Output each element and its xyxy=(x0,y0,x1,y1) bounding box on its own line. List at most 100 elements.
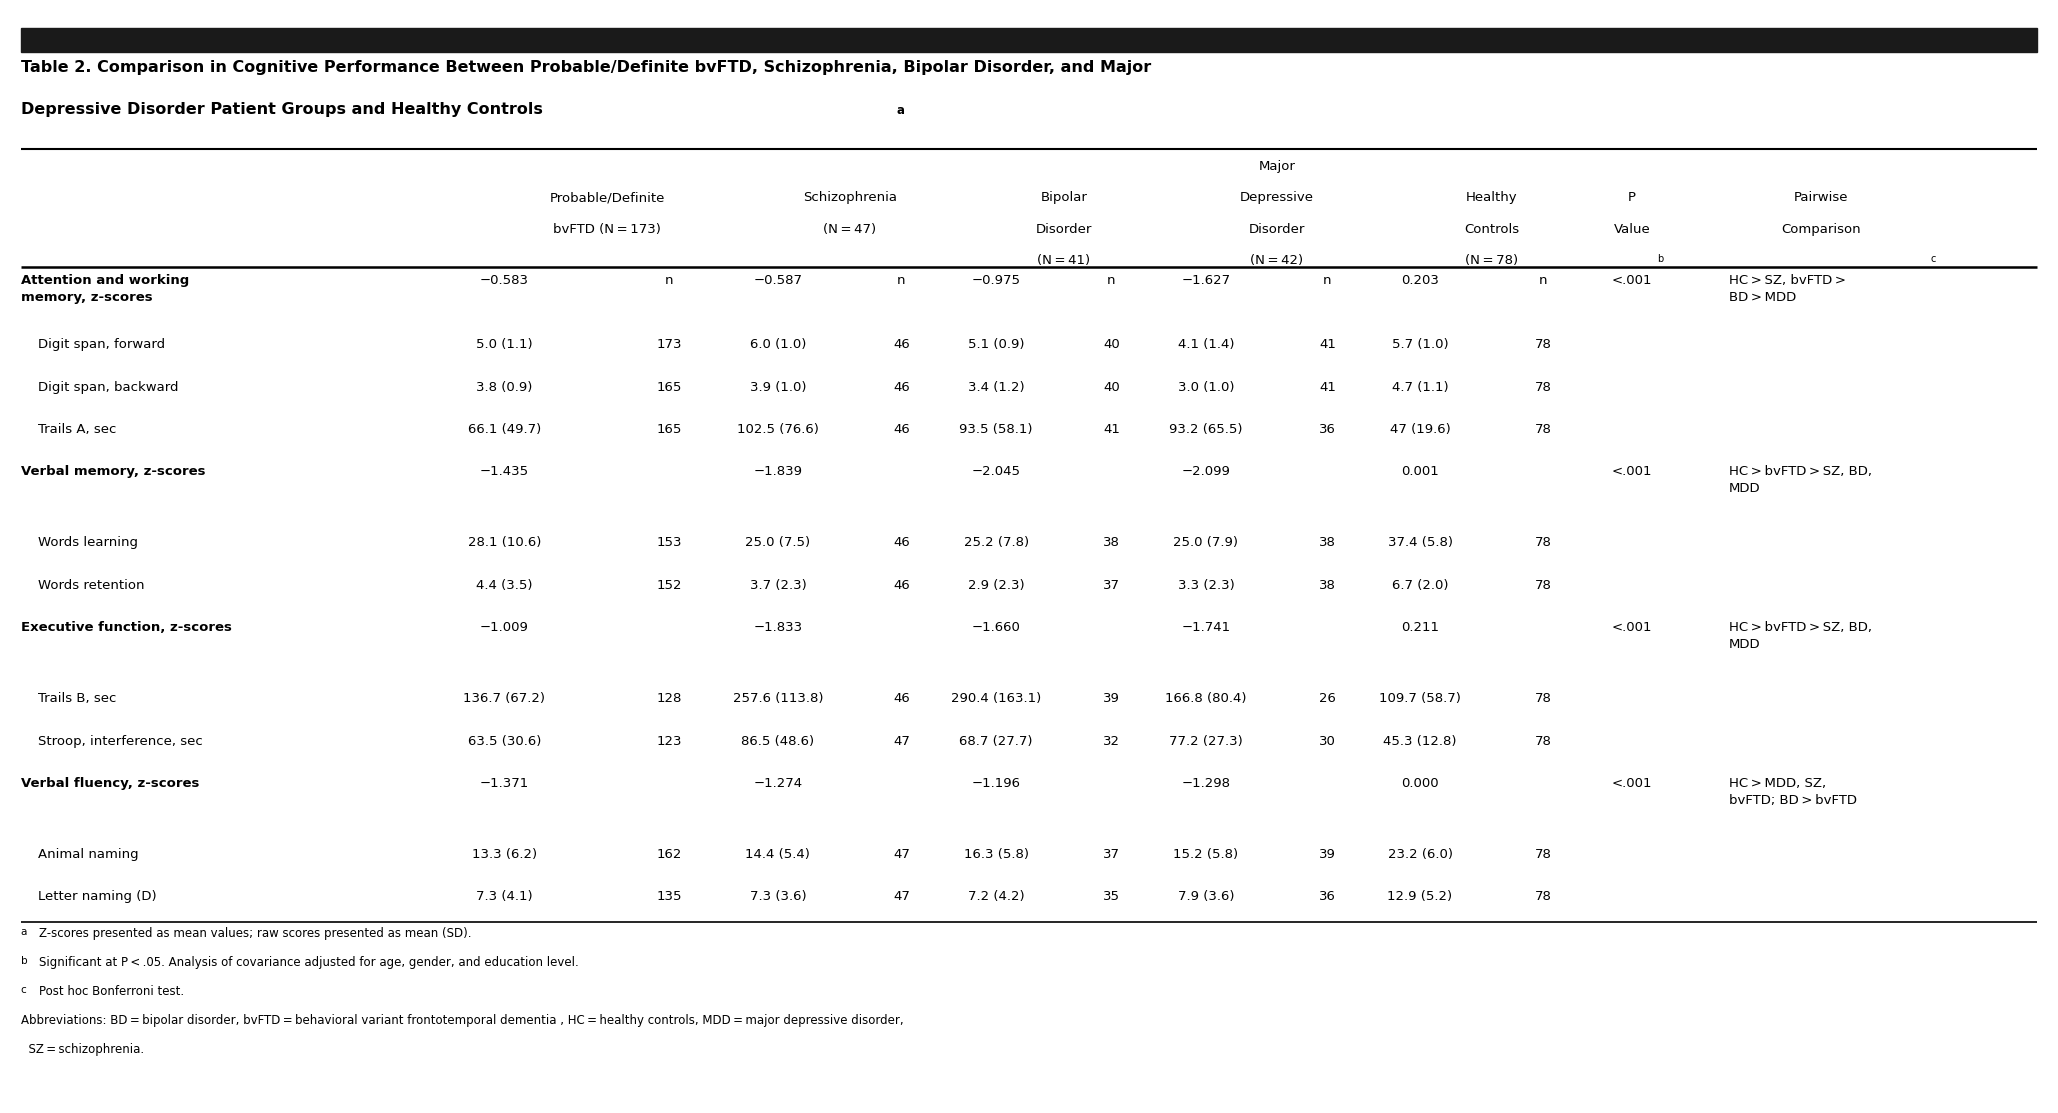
Text: 109.7 (58.7): 109.7 (58.7) xyxy=(1379,692,1461,706)
Text: 4.4 (3.5): 4.4 (3.5) xyxy=(475,579,533,592)
Text: SZ = schizophrenia.: SZ = schizophrenia. xyxy=(21,1043,144,1056)
Text: P: P xyxy=(1628,191,1636,205)
Text: 78: 78 xyxy=(1535,536,1552,550)
Text: 25.0 (7.9): 25.0 (7.9) xyxy=(1173,536,1239,550)
Text: −1.660: −1.660 xyxy=(971,621,1021,634)
Text: 14.4 (5.4): 14.4 (5.4) xyxy=(745,848,811,861)
Text: 13.3 (6.2): 13.3 (6.2) xyxy=(471,848,537,861)
Text: 5.1 (0.9): 5.1 (0.9) xyxy=(967,338,1025,352)
Text: Verbal memory, z-scores: Verbal memory, z-scores xyxy=(21,465,206,479)
Text: Verbal fluency, z-scores: Verbal fluency, z-scores xyxy=(21,777,200,790)
Text: 15.2 (5.8): 15.2 (5.8) xyxy=(1173,848,1239,861)
Text: HC > bvFTD > SZ, BD,
MDD: HC > bvFTD > SZ, BD, MDD xyxy=(1729,465,1871,495)
Text: Trails B, sec: Trails B, sec xyxy=(21,692,115,706)
Text: n: n xyxy=(1539,274,1548,287)
Text: 30: 30 xyxy=(1319,735,1336,748)
Text: 7.2 (4.2): 7.2 (4.2) xyxy=(967,890,1025,904)
Text: Disorder: Disorder xyxy=(1035,223,1093,236)
Text: 0.001: 0.001 xyxy=(1401,465,1439,479)
Text: (N = 78): (N = 78) xyxy=(1465,254,1519,267)
Text: <.001: <.001 xyxy=(1611,621,1653,634)
Text: 165: 165 xyxy=(657,381,681,394)
Text: 173: 173 xyxy=(657,338,681,352)
Text: 47: 47 xyxy=(893,848,910,861)
Text: Post hoc Bonferroni test.: Post hoc Bonferroni test. xyxy=(39,985,185,998)
Text: 46: 46 xyxy=(893,423,910,436)
Text: 123: 123 xyxy=(657,735,681,748)
Text: Disorder: Disorder xyxy=(1249,223,1305,236)
Text: 47: 47 xyxy=(893,735,910,748)
Text: Letter naming (D): Letter naming (D) xyxy=(21,890,156,904)
Text: 77.2 (27.3): 77.2 (27.3) xyxy=(1169,735,1243,748)
Text: (N = 41): (N = 41) xyxy=(1037,254,1091,267)
Text: 86.5 (48.6): 86.5 (48.6) xyxy=(741,735,815,748)
Text: 0.203: 0.203 xyxy=(1401,274,1439,287)
Text: 36: 36 xyxy=(1319,423,1336,436)
Text: 37: 37 xyxy=(1103,579,1120,592)
Text: Abbreviations: BD = bipolar disorder, bvFTD = behavioral variant frontotemporal : Abbreviations: BD = bipolar disorder, bv… xyxy=(21,1014,903,1027)
Text: Bipolar: Bipolar xyxy=(1041,191,1087,205)
Text: 78: 78 xyxy=(1535,579,1552,592)
Text: 5.0 (1.1): 5.0 (1.1) xyxy=(475,338,533,352)
Text: 4.1 (1.4): 4.1 (1.4) xyxy=(1177,338,1235,352)
Text: 2.9 (2.3): 2.9 (2.3) xyxy=(967,579,1025,592)
Text: 136.7 (67.2): 136.7 (67.2) xyxy=(463,692,545,706)
Text: 3.8 (0.9): 3.8 (0.9) xyxy=(475,381,533,394)
Text: 0.211: 0.211 xyxy=(1401,621,1439,634)
Text: 5.7 (1.0): 5.7 (1.0) xyxy=(1391,338,1449,352)
Text: (N = 42): (N = 42) xyxy=(1251,254,1303,267)
Text: 6.7 (2.0): 6.7 (2.0) xyxy=(1391,579,1449,592)
Text: 93.5 (58.1): 93.5 (58.1) xyxy=(959,423,1033,436)
Text: n: n xyxy=(1323,274,1332,287)
Text: −1.298: −1.298 xyxy=(1181,777,1231,790)
Text: Value: Value xyxy=(1613,223,1651,236)
Text: 40: 40 xyxy=(1103,338,1120,352)
Text: −1.009: −1.009 xyxy=(480,621,529,634)
Text: <.001: <.001 xyxy=(1611,274,1653,287)
Text: 257.6 (113.8): 257.6 (113.8) xyxy=(733,692,823,706)
Text: −1.833: −1.833 xyxy=(753,621,803,634)
Text: Major: Major xyxy=(1259,160,1294,174)
Text: 78: 78 xyxy=(1535,692,1552,706)
Text: 152: 152 xyxy=(657,579,681,592)
Text: b: b xyxy=(1657,254,1663,264)
Text: Pairwise: Pairwise xyxy=(1795,191,1848,205)
Text: 6.0 (1.0): 6.0 (1.0) xyxy=(749,338,807,352)
Text: 66.1 (49.7): 66.1 (49.7) xyxy=(467,423,541,436)
Text: Attention and working
memory, z-scores: Attention and working memory, z-scores xyxy=(21,274,189,304)
Text: Table 2. Comparison in Cognitive Performance Between Probable/Definite bvFTD, Sc: Table 2. Comparison in Cognitive Perform… xyxy=(21,60,1150,75)
Text: n: n xyxy=(897,274,906,287)
Text: <.001: <.001 xyxy=(1611,777,1653,790)
Text: 39: 39 xyxy=(1103,692,1120,706)
Bar xyxy=(21,28,2037,52)
Text: −1.371: −1.371 xyxy=(480,777,529,790)
Text: −0.587: −0.587 xyxy=(753,274,803,287)
Text: HC > bvFTD > SZ, BD,
MDD: HC > bvFTD > SZ, BD, MDD xyxy=(1729,621,1871,651)
Text: 63.5 (30.6): 63.5 (30.6) xyxy=(467,735,541,748)
Text: −1.741: −1.741 xyxy=(1181,621,1231,634)
Text: 162: 162 xyxy=(657,848,681,861)
Text: 12.9 (5.2): 12.9 (5.2) xyxy=(1387,890,1453,904)
Text: 135: 135 xyxy=(657,890,681,904)
Text: b: b xyxy=(21,956,27,966)
Text: 3.7 (2.3): 3.7 (2.3) xyxy=(749,579,807,592)
Text: Words learning: Words learning xyxy=(21,536,138,550)
Text: c: c xyxy=(1930,254,1937,264)
Text: 41: 41 xyxy=(1319,381,1336,394)
Text: Digit span, forward: Digit span, forward xyxy=(21,338,165,352)
Text: 25.2 (7.8): 25.2 (7.8) xyxy=(963,536,1029,550)
Text: 78: 78 xyxy=(1535,890,1552,904)
Text: 35: 35 xyxy=(1103,890,1120,904)
Text: a: a xyxy=(897,104,903,117)
Text: Z-scores presented as mean values; raw scores presented as mean (SD).: Z-scores presented as mean values; raw s… xyxy=(39,927,471,940)
Text: 3.3 (2.3): 3.3 (2.3) xyxy=(1177,579,1235,592)
Text: Words retention: Words retention xyxy=(21,579,144,592)
Text: 46: 46 xyxy=(893,579,910,592)
Text: Depressive Disorder Patient Groups and Healthy Controls: Depressive Disorder Patient Groups and H… xyxy=(21,102,543,117)
Text: 7.3 (4.1): 7.3 (4.1) xyxy=(475,890,533,904)
Text: −2.045: −2.045 xyxy=(971,465,1021,479)
Text: 38: 38 xyxy=(1319,536,1336,550)
Text: 0.000: 0.000 xyxy=(1401,777,1439,790)
Text: Probable/Definite: Probable/Definite xyxy=(549,191,665,205)
Text: 26: 26 xyxy=(1319,692,1336,706)
